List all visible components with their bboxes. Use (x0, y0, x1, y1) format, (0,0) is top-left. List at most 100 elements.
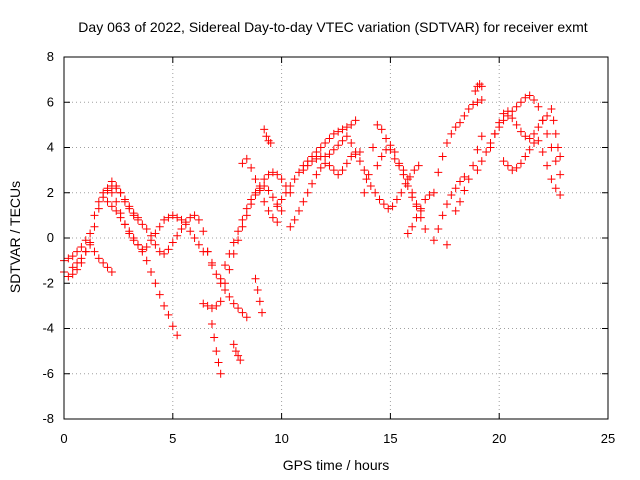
data-point (199, 299, 208, 308)
x-tick-label: 0 (60, 431, 67, 446)
data-point (247, 200, 256, 209)
data-point (379, 200, 388, 209)
data-point (168, 238, 177, 247)
data-point (295, 206, 304, 215)
data-point (94, 254, 103, 263)
data-point (469, 161, 478, 170)
data-point (425, 191, 434, 200)
data-point (434, 224, 443, 233)
series-arc-13 (251, 274, 267, 317)
data-point (534, 136, 543, 145)
data-point (164, 245, 173, 254)
data-point (194, 240, 203, 249)
data-point (495, 118, 504, 127)
data-point (342, 123, 351, 132)
data-point (512, 102, 521, 111)
data-point (221, 279, 230, 288)
data-point (390, 154, 399, 163)
data-point (107, 267, 116, 276)
y-tick-label: -2 (42, 275, 54, 290)
data-point (112, 197, 121, 206)
data-point (258, 308, 267, 317)
data-point (375, 195, 384, 204)
data-point (414, 161, 423, 170)
data-point (329, 166, 338, 175)
data-point (403, 229, 412, 238)
data-point (199, 227, 208, 236)
data-point (347, 120, 356, 129)
data-point (251, 175, 260, 184)
data-point (408, 193, 417, 202)
data-point (334, 141, 343, 150)
data-point (168, 211, 177, 220)
data-point (553, 143, 562, 152)
data-point (212, 301, 221, 310)
data-point (260, 197, 269, 206)
data-point (103, 186, 112, 195)
data-point (525, 145, 534, 154)
data-point (321, 159, 330, 168)
data-point (334, 127, 343, 136)
data-point (116, 213, 125, 222)
data-point (242, 204, 251, 213)
data-point (316, 143, 325, 152)
data-point (516, 159, 525, 168)
data-point (142, 256, 151, 265)
data-point (438, 211, 447, 220)
data-point (253, 286, 262, 295)
data-point (377, 152, 386, 161)
data-point (160, 301, 169, 310)
data-point (173, 231, 182, 240)
data-points (60, 80, 565, 378)
data-point (469, 100, 478, 109)
data-point (538, 116, 547, 125)
data-point (334, 170, 343, 179)
data-point (351, 148, 360, 157)
data-point (490, 129, 499, 138)
data-point (360, 166, 369, 175)
data-point (116, 188, 125, 197)
data-point (99, 193, 108, 202)
data-point (384, 204, 393, 213)
data-point (342, 159, 351, 168)
data-point (408, 222, 417, 231)
data-point (530, 95, 539, 104)
y-axis-tick-labels: -8 -6 -4 -2 0 2 4 6 8 (42, 49, 54, 426)
data-point (360, 188, 369, 197)
data-point (499, 157, 508, 166)
data-point (403, 181, 412, 190)
data-point (551, 129, 560, 138)
data-point (392, 195, 401, 204)
data-point (173, 331, 182, 340)
data-point (155, 290, 164, 299)
data-point (342, 132, 351, 141)
data-point (499, 116, 508, 125)
data-point (397, 188, 406, 197)
data-point (362, 175, 371, 184)
series-arc-24 (434, 95, 486, 177)
data-point (255, 186, 264, 195)
data-point (86, 229, 95, 238)
y-axis-label: SDTVAR / TECUs (7, 181, 23, 293)
data-point (73, 247, 82, 256)
data-point (268, 193, 277, 202)
data-point (281, 188, 290, 197)
plot-frame (63, 56, 609, 420)
data-point (251, 274, 260, 283)
data-point (503, 107, 512, 116)
x-tick-label: 20 (492, 431, 506, 446)
data-point (338, 166, 347, 175)
data-point (86, 238, 95, 247)
data-point (68, 270, 77, 279)
chart-title: Day 063 of 2022, Sidereal Day-to-day VTE… (78, 19, 587, 35)
data-point (442, 138, 451, 147)
data-point (299, 197, 308, 206)
data-point (120, 220, 129, 229)
data-point (549, 116, 558, 125)
data-point (173, 213, 182, 222)
data-point (351, 116, 360, 125)
data-point (264, 206, 273, 215)
data-point (547, 175, 556, 184)
data-point (216, 274, 225, 283)
data-point (521, 152, 530, 161)
